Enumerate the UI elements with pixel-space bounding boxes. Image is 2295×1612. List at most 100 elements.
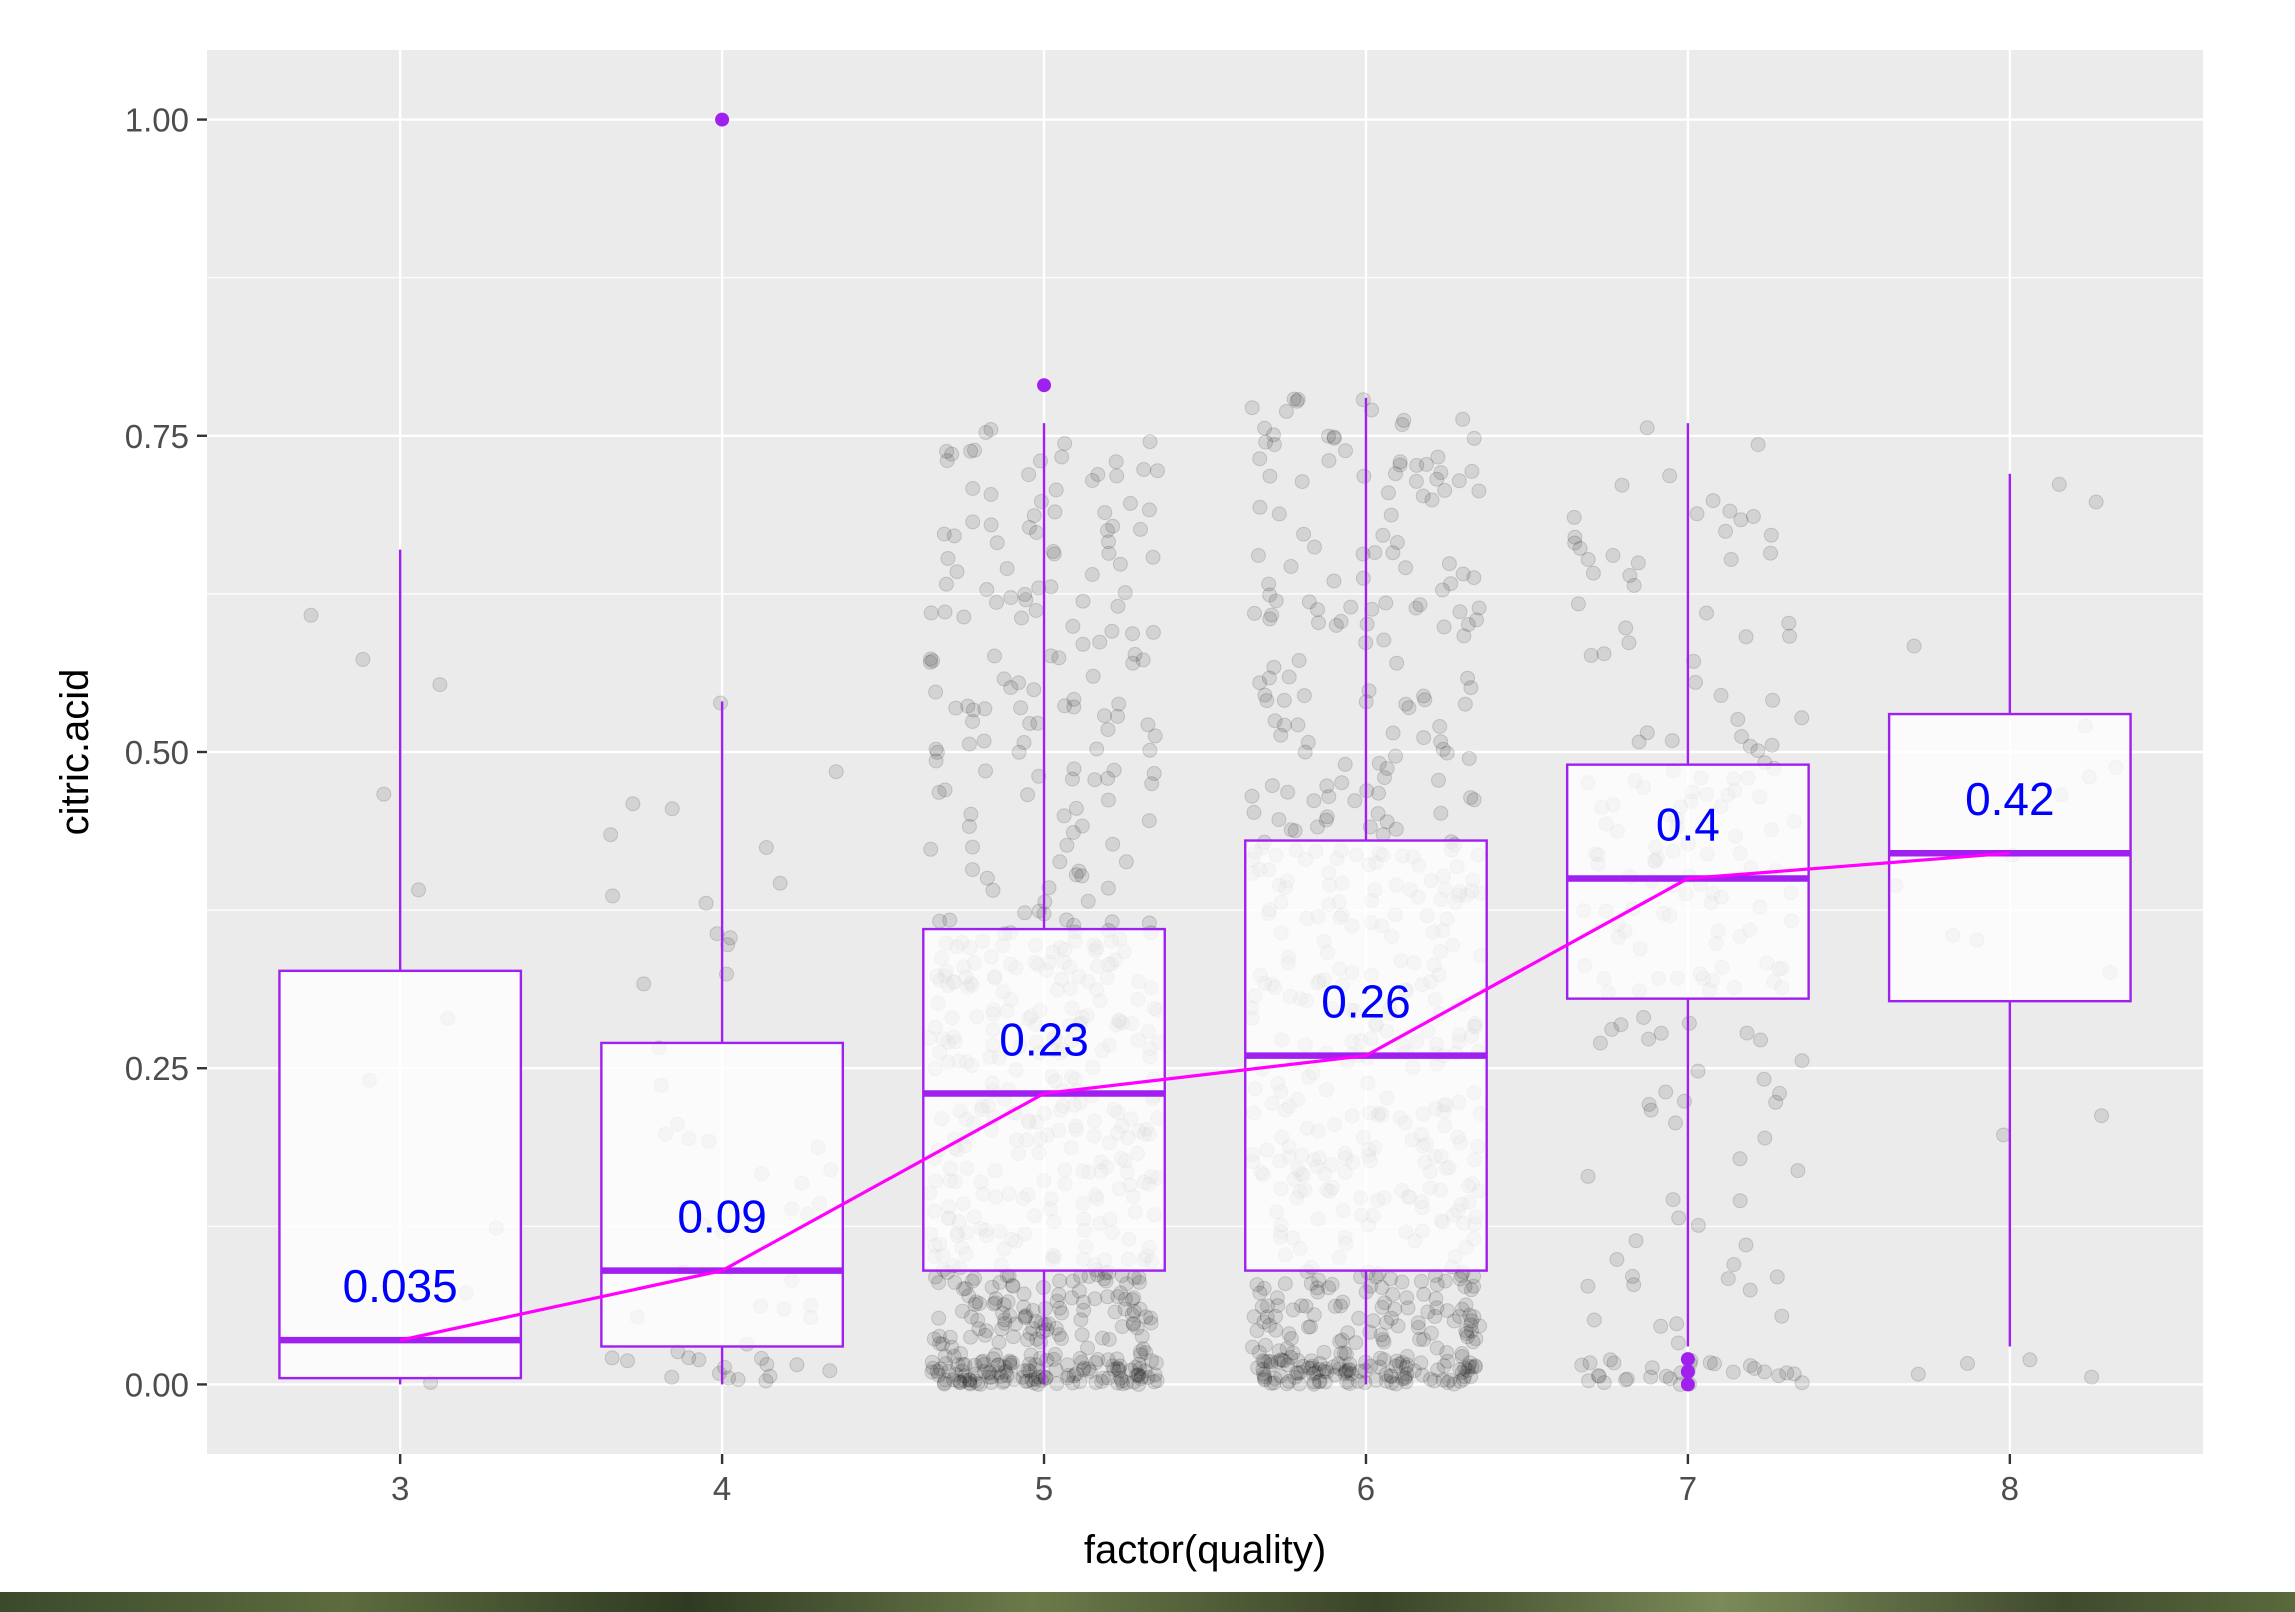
outlier-point (1680, 1364, 1695, 1379)
jitter-point (979, 870, 995, 886)
jitter-point (1244, 400, 1260, 416)
jitter-point (1388, 466, 1403, 482)
jitter-point (944, 1339, 960, 1355)
jitter-point (1111, 1361, 1127, 1377)
jitter-point (1429, 1300, 1445, 1316)
jitter-point (1066, 691, 1082, 707)
jitter-point (1371, 785, 1386, 801)
jitter-point (1052, 1300, 1068, 1316)
jitter-point (1464, 463, 1480, 479)
jitter-point (1105, 518, 1121, 534)
jitter-point (1096, 1271, 1112, 1287)
x-tick-label: 4 (713, 1470, 731, 1507)
jitter-point (620, 1353, 635, 1369)
jitter-point (1257, 1337, 1273, 1353)
jitter-point (1033, 453, 1048, 469)
jitter-point (1131, 1356, 1147, 1372)
jitter-point (1463, 790, 1479, 806)
jitter-point (1138, 1309, 1154, 1325)
jitter-point (1085, 668, 1101, 684)
jitter-point (1148, 1355, 1164, 1371)
jitter-point (730, 1372, 746, 1387)
jitter-point (1143, 1315, 1159, 1331)
jitter-point (789, 1357, 805, 1373)
jitter-point (1245, 1339, 1260, 1355)
jitter-point (1350, 1373, 1366, 1389)
jitter-point (1124, 1307, 1140, 1322)
jitter-point (1670, 1335, 1686, 1351)
jitter-point (1580, 552, 1596, 567)
jitter-point (1622, 568, 1638, 583)
jitter-point (1087, 1291, 1103, 1307)
jitter-point (1339, 1346, 1354, 1362)
jitter-point (1742, 738, 1758, 754)
jitter-point (942, 1329, 958, 1345)
jitter-point (1257, 1354, 1273, 1370)
jitter-point (1592, 1035, 1608, 1051)
jitter-point (605, 888, 621, 904)
jitter-point (1298, 1298, 1314, 1314)
median-label: 0.26 (1321, 976, 1411, 1028)
jitter-point (1653, 1318, 1669, 1334)
jitter-point (1041, 880, 1057, 896)
jitter-point (1613, 1017, 1629, 1033)
jitter-point (1000, 1294, 1016, 1310)
jitter-point (974, 1354, 990, 1370)
jitter-point (978, 424, 994, 440)
jitter-point (953, 1346, 969, 1361)
jitter-point (1311, 1374, 1327, 1390)
jitter-point (925, 653, 941, 669)
jitter-point (1285, 1302, 1301, 1318)
jitter-point (303, 607, 319, 623)
jitter-point (1296, 526, 1312, 542)
jitter-point (1256, 1314, 1272, 1330)
jitter-point (965, 714, 980, 729)
jitter-point (1726, 1257, 1742, 1272)
jitter-point (1147, 728, 1163, 744)
jitter-point (1431, 772, 1446, 788)
jitter-point (1104, 914, 1120, 930)
jitter-point (1276, 717, 1292, 733)
jitter-point (1337, 756, 1353, 772)
jitter-point (1131, 1368, 1147, 1384)
jitter-point (1395, 1355, 1410, 1371)
jitter-point (1471, 483, 1487, 499)
jitter-point (936, 526, 952, 542)
jitter-point (1016, 1286, 1032, 1302)
jitter-point (960, 698, 976, 714)
jitter-point (995, 1374, 1011, 1390)
jitter-point (995, 1305, 1011, 1321)
jitter-point (923, 841, 939, 857)
jitter-point (1047, 504, 1063, 520)
jitter-point (1104, 623, 1120, 639)
jitter-point (1082, 1364, 1098, 1380)
jitter-point (1124, 1292, 1140, 1308)
jitter-point (1262, 587, 1278, 603)
jitter-point (1379, 1314, 1395, 1330)
jitter-point (1377, 1295, 1393, 1311)
jitter-point (1131, 1270, 1147, 1285)
jitter-point (968, 1294, 984, 1310)
jitter-point (1311, 1362, 1327, 1377)
jitter-point (1007, 1316, 1023, 1332)
jitter-point (1771, 1368, 1787, 1384)
jitter-point (1738, 1237, 1754, 1253)
jitter-point (1105, 836, 1121, 852)
jitter-point (1101, 534, 1116, 550)
jitter-point (1658, 1368, 1674, 1384)
jitter-point (1910, 1366, 1926, 1382)
jitter-point (942, 912, 958, 928)
jitter-point (947, 1274, 963, 1290)
jitter-point (1392, 457, 1408, 473)
jitter-point (1452, 1271, 1468, 1287)
jitter-point (1022, 716, 1038, 731)
jitter-point (1002, 1357, 1018, 1373)
jitter-point (1006, 1371, 1022, 1387)
jitter-point (698, 895, 714, 911)
jitter-point (1753, 1032, 1768, 1048)
jitter-point (1016, 1299, 1032, 1315)
jitter-point (1356, 468, 1372, 484)
jitter-point (1256, 1366, 1271, 1382)
jitter-point (1400, 1300, 1416, 1316)
jitter-point (1604, 1021, 1620, 1037)
